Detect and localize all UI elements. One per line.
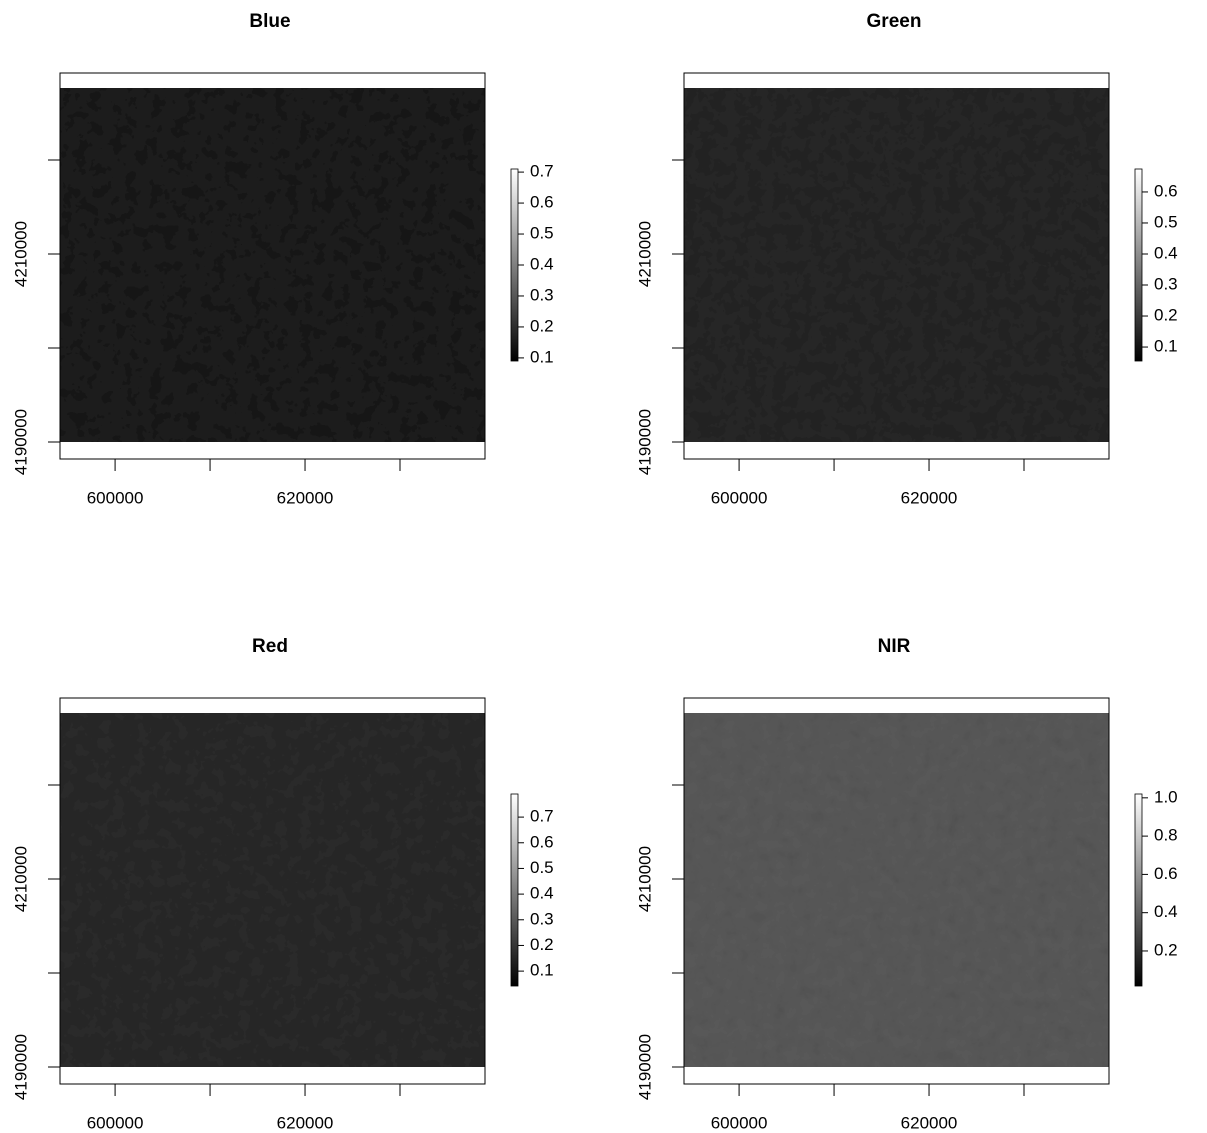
y-tick-label: 4190000 [11, 1034, 30, 1100]
colorbar-tick-label: 0.3 [530, 909, 554, 928]
panel: Blue 600000 620000 4190000 4210000 0.1 0.2 0.3 0… [11, 11, 553, 507]
colorbar-tick-label: 0.7 [530, 807, 554, 826]
x-tick-label: 600000 [87, 488, 144, 507]
colorbar [511, 169, 518, 361]
x-tick-label: 600000 [87, 1113, 144, 1132]
colorbar-tick-label: 0.4 [530, 254, 554, 273]
colorbar-tick-label: 0.6 [1154, 864, 1178, 883]
colorbar [1135, 794, 1142, 986]
panel-title: Red [252, 636, 288, 657]
colorbar-tick-label: 0.7 [530, 162, 554, 181]
colorbar-tick-label: 1.0 [1154, 787, 1178, 806]
figure: Blue 600000 620000 4190000 4210000 0.1 0.2 0.3 0… [0, 0, 1207, 1133]
raster-image [684, 713, 1109, 1067]
panel: Green 600000 620000 4190000 4210000 0.1 0.2 0.3… [635, 11, 1177, 507]
colorbar-tick-label: 0.1 [1154, 337, 1178, 356]
x-tick-label: 620000 [277, 1113, 334, 1132]
colorbar-tick-label: 0.8 [1154, 826, 1178, 845]
colorbar-tick-label: 0.4 [1154, 243, 1178, 262]
y-tick-label: 4190000 [635, 409, 654, 475]
colorbar-tick-label: 0.2 [1154, 306, 1178, 325]
colorbar-tick-label: 0.5 [530, 224, 554, 243]
panel: NIR 600000 620000 4190000 4210000 0.2 0.4 0.6 0.… [635, 636, 1177, 1132]
colorbar-tick-label: 0.6 [530, 193, 554, 212]
colorbar [1135, 169, 1142, 361]
y-tick-label: 4210000 [635, 846, 654, 912]
raster-image [60, 88, 485, 442]
panel-title: Green [867, 11, 922, 32]
colorbar-tick-label: 0.2 [530, 316, 554, 335]
x-tick-label: 620000 [277, 488, 334, 507]
x-tick-label: 600000 [711, 488, 768, 507]
colorbar-tick-label: 0.6 [530, 832, 554, 851]
colorbar-tick-label: 0.5 [1154, 212, 1178, 231]
x-tick-label: 620000 [901, 1113, 958, 1132]
colorbar-tick-label: 0.4 [1154, 902, 1178, 921]
colorbar-tick-label: 0.1 [530, 961, 554, 980]
raster-image [684, 88, 1109, 442]
y-tick-label: 4190000 [11, 409, 30, 475]
panel-title: NIR [878, 636, 911, 657]
x-tick-label: 620000 [901, 488, 958, 507]
raster-image [60, 713, 485, 1067]
x-tick-label: 600000 [711, 1113, 768, 1132]
panel: Red 600000 620000 4190000 4210000 0.1 0.2 0.3 0.… [11, 636, 553, 1132]
colorbar-tick-label: 0.4 [530, 884, 554, 903]
colorbar [511, 794, 518, 986]
colorbar-tick-label: 0.3 [530, 285, 554, 304]
colorbar-tick-label: 0.3 [1154, 274, 1178, 293]
y-tick-label: 4210000 [11, 846, 30, 912]
colorbar-tick-label: 0.6 [1154, 181, 1178, 200]
panel-title: Blue [249, 11, 290, 32]
y-tick-label: 4190000 [635, 1034, 654, 1100]
colorbar-tick-label: 0.2 [1154, 940, 1178, 959]
colorbar-tick-label: 0.5 [530, 858, 554, 877]
y-tick-label: 4210000 [11, 221, 30, 287]
colorbar-tick-label: 0.1 [530, 347, 554, 366]
colorbar-tick-label: 0.2 [530, 935, 554, 954]
y-tick-label: 4210000 [635, 221, 654, 287]
